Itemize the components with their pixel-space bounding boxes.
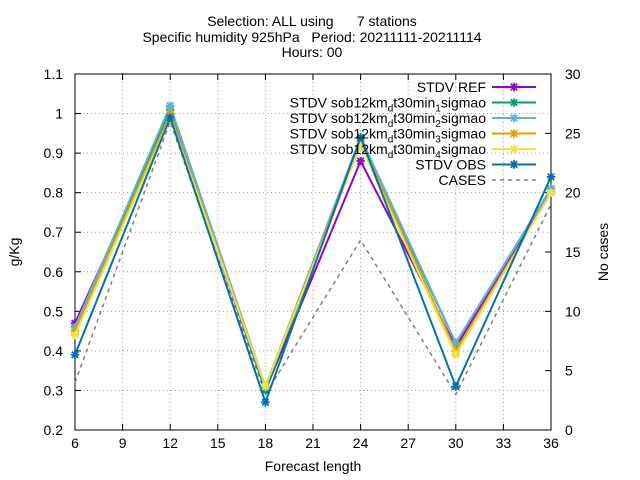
- legend-label: STDV sob12kmdt30min3sigmao: [290, 126, 487, 146]
- point-marker: [451, 338, 460, 348]
- grid: [75, 74, 551, 430]
- y-tick-label: 0.5: [44, 303, 64, 319]
- y-tick-label: 0.3: [44, 382, 64, 398]
- legend-swatch-marker: [509, 129, 519, 138]
- data-point-stdv-sob12km-dt30min-4sigmao: [261, 382, 270, 391]
- data-point-stdv-obs: [70, 350, 80, 360]
- legend-label: CASES: [439, 172, 486, 188]
- legend-item: STDV REF: [417, 79, 536, 95]
- point-marker: [356, 133, 365, 142]
- point-marker: [546, 172, 556, 182]
- data-point-stdv-sob12km-dt30min-2sigmao: [166, 101, 175, 110]
- x-tick-label: 27: [400, 435, 416, 451]
- data-point-stdv-sob12km-dt30min-4sigmao: [546, 188, 556, 197]
- data-point-stdv-obs: [546, 172, 556, 182]
- chart-title: Selection: ALL using 7 stations Specific…: [142, 13, 481, 60]
- legend-item: CASES: [439, 172, 536, 188]
- x-tick-label: 9: [119, 435, 127, 451]
- title-line-1: Selection: ALL using 7 stations: [207, 13, 417, 29]
- x-tick-label: 21: [305, 435, 321, 451]
- legend-swatch-marker: [509, 98, 519, 107]
- title-line-2: Specific humidity 925hPa Period: 2021111…: [142, 29, 481, 45]
- series-line-stdv-sob12km-dt30min-4sigmao: [74, 114, 552, 390]
- x-tick-label: 36: [543, 435, 559, 451]
- y2-tick-label: 10: [565, 303, 581, 319]
- y-tick-label: 1: [55, 106, 63, 122]
- point-marker: [356, 156, 365, 166]
- x-tick-label: 6: [71, 435, 79, 451]
- y2-tick-label: 0: [565, 422, 573, 438]
- legend-label: STDV sob12kmdt30min4sigmao: [290, 141, 487, 161]
- y-tick-label: 0.8: [44, 185, 64, 201]
- data-point-stdv-sob12km-dt30min-4sigmao: [70, 330, 80, 340]
- y2-tick-label: 20: [565, 185, 581, 201]
- data-point-stdv-obs: [356, 133, 365, 142]
- y-tick-label: 0.6: [44, 264, 64, 280]
- y-tick-label: 0.4: [44, 343, 64, 359]
- x-tick-label: 33: [496, 435, 512, 451]
- data-point-stdv-ref: [356, 156, 365, 166]
- x-tick-label: 18: [258, 435, 274, 451]
- series-layer: [70, 101, 556, 407]
- y2-tick-label: 5: [565, 363, 573, 379]
- x-tick-label: 12: [162, 435, 178, 451]
- legend-item: STDV sob12kmdt30min1sigmao: [290, 95, 536, 115]
- x-tick-label: 15: [210, 435, 226, 451]
- point-marker: [70, 330, 80, 340]
- point-marker: [166, 101, 175, 110]
- y-tick-label: 0.7: [44, 224, 64, 240]
- legend-label: STDV sob12kmdt30min1sigmao: [290, 95, 487, 115]
- legend-swatch-marker: [509, 113, 519, 123]
- point-marker: [166, 113, 175, 122]
- legend-swatch-marker: [509, 160, 519, 169]
- point-marker: [451, 382, 460, 391]
- data-point-stdv-obs: [166, 113, 175, 122]
- legend-label: STDV sob12kmdt30min2sigmao: [290, 110, 487, 130]
- legend-item: STDV OBS: [415, 157, 536, 173]
- y-tick-label: 1.1: [44, 66, 64, 82]
- legend-item: STDV sob12kmdt30min3sigmao: [290, 126, 536, 146]
- legend-swatch-marker: [509, 144, 519, 154]
- data-point-stdv-sob12km-dt30min-4sigmao: [451, 350, 460, 360]
- axes: 6 9 12 15 18 21 24 27 30 33 360.20.30.40.50.60.70.…: [44, 66, 581, 451]
- series-line-stdv-obs: [74, 114, 552, 406]
- legend-swatch-marker: [509, 82, 519, 92]
- legend-item: STDV sob12kmdt30min4sigmao: [290, 141, 536, 161]
- point-marker: [70, 350, 80, 360]
- y2-axis-label: No cases: [595, 223, 611, 281]
- data-point-stdv-obs: [451, 382, 460, 391]
- y2-tick-label: 30: [565, 66, 581, 82]
- x-tick-label: 30: [448, 435, 464, 451]
- series-line-cases: [74, 119, 552, 397]
- point-marker: [261, 382, 270, 391]
- legend-label: STDV OBS: [415, 157, 486, 173]
- title-line-3: Hours: 00: [282, 44, 343, 60]
- y2-tick-label: 25: [565, 125, 581, 141]
- y-axis-label: g/Kg: [6, 238, 22, 267]
- point-marker: [451, 350, 460, 360]
- data-point-stdv-obs: [261, 398, 270, 407]
- y2-tick-label: 15: [565, 244, 581, 260]
- data-point-stdv-sob12km-dt30min-4sigmao: [356, 141, 365, 150]
- point-marker: [261, 398, 270, 407]
- y-tick-label: 0.2: [44, 422, 64, 438]
- x-axis-label: Forecast length: [265, 458, 362, 474]
- point-marker: [356, 141, 365, 150]
- legend-item: STDV sob12kmdt30min2sigmao: [290, 110, 536, 130]
- y-tick-label: 0.9: [44, 145, 64, 161]
- x-tick-label: 24: [353, 435, 369, 451]
- data-point-stdv-sob12km-dt30min-2sigmao: [451, 338, 460, 348]
- point-marker: [546, 188, 556, 197]
- legend-label: STDV REF: [417, 79, 486, 95]
